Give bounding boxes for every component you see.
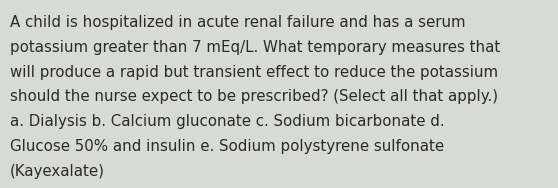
Text: should the nurse expect to be prescribed? (Select all that apply.): should the nurse expect to be prescribed…: [10, 89, 498, 105]
Text: Glucose 50% and insulin e. Sodium polystyrene sulfonate: Glucose 50% and insulin e. Sodium polyst…: [10, 139, 444, 154]
Text: will produce a rapid but transient effect to reduce the potassium: will produce a rapid but transient effec…: [10, 65, 498, 80]
Text: potassium greater than 7 mEq/L. What temporary measures that: potassium greater than 7 mEq/L. What tem…: [10, 40, 501, 55]
Text: (Kayexalate): (Kayexalate): [10, 164, 105, 179]
Text: A child is hospitalized in acute renal failure and has a serum: A child is hospitalized in acute renal f…: [10, 15, 466, 30]
Text: a. Dialysis b. Calcium gluconate c. Sodium bicarbonate d.: a. Dialysis b. Calcium gluconate c. Sodi…: [10, 114, 445, 129]
